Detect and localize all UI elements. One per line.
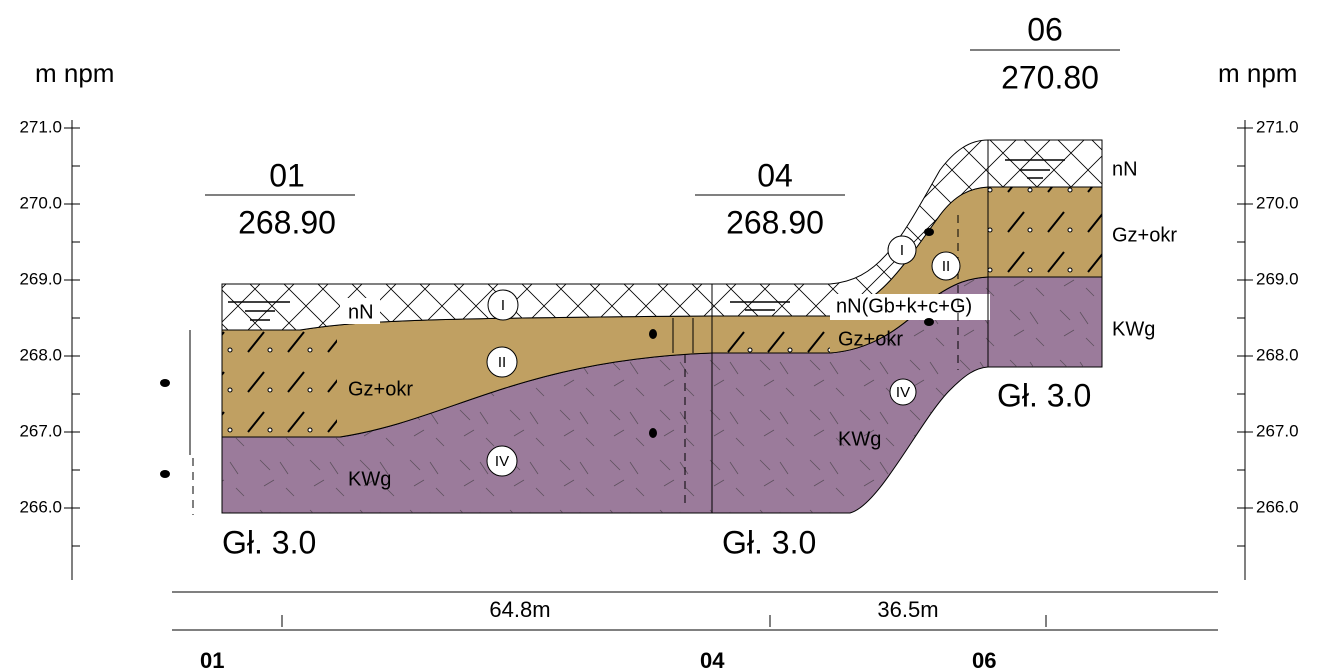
- layers: [160, 139, 1144, 515]
- borehole-id: 06: [1027, 11, 1063, 47]
- tick: 267.0: [19, 421, 62, 440]
- nn-label-bg: [1104, 155, 1144, 185]
- layer-number: IV: [495, 453, 509, 470]
- depth: Gł. 3.0: [722, 524, 816, 560]
- markers: [189, 318, 694, 455]
- water-level: [228, 159, 1065, 321]
- tick: 268.0: [19, 345, 62, 364]
- kwg-pattern: [222, 277, 1102, 513]
- borehole-id: 04: [757, 157, 793, 193]
- tick: 267.0: [1256, 421, 1299, 440]
- layer-label: KWg: [838, 428, 881, 450]
- layer-number: I: [501, 297, 505, 314]
- column-lines: [221, 140, 1103, 513]
- water-dots: [160, 228, 934, 478]
- borehole-elevation: 268.90: [726, 204, 824, 240]
- layer-label: Gz+okr: [348, 378, 413, 400]
- layer-label: nN: [348, 301, 374, 323]
- station: 06: [972, 648, 996, 670]
- distance: 36.5m: [877, 597, 938, 622]
- depth: Gł. 3.0: [222, 524, 316, 560]
- layer-number: I: [900, 242, 904, 259]
- layer-number: II: [498, 354, 506, 371]
- layer-label: Gz+okr: [838, 328, 903, 350]
- tick: 269.0: [1256, 269, 1299, 288]
- tick: 266.0: [19, 497, 62, 516]
- nn-label-bg: [340, 298, 380, 324]
- markers-dashed: [192, 215, 959, 515]
- depth: Gł. 3.0: [997, 377, 1091, 413]
- nn-label-bg: [830, 294, 990, 320]
- borehole-id: 01: [269, 157, 305, 193]
- borehole-elevation: 270.80: [1001, 59, 1099, 95]
- tick: 266.0: [1256, 497, 1299, 516]
- tick: 269.0: [19, 269, 62, 288]
- layer-label: nN: [1112, 158, 1138, 180]
- axes: [64, 49, 1253, 631]
- layer-number: IV: [896, 384, 910, 401]
- layer-label: nN(Gb+k+c+G): [836, 295, 972, 317]
- tick: 270.0: [1256, 193, 1299, 212]
- layer-number: II: [942, 258, 950, 275]
- gz-hatch-01: [222, 330, 337, 437]
- gz-hatch-06: [988, 187, 1102, 277]
- nn-layer: [221, 139, 1103, 331]
- unit-left: m npm: [35, 58, 114, 88]
- layer-label: KWg: [1112, 318, 1155, 340]
- station: 01: [200, 648, 224, 670]
- layer-label: Gz+okr: [1112, 224, 1177, 246]
- distance: 64.8m: [489, 597, 550, 622]
- unit-right: m npm: [1218, 58, 1297, 88]
- station: 04: [700, 648, 725, 670]
- tick: 271.0: [19, 117, 62, 136]
- layer-label: KWg: [348, 468, 391, 490]
- gz-hatch-04: [712, 316, 830, 353]
- tick: 271.0: [1256, 117, 1299, 136]
- tick: 270.0: [19, 193, 62, 212]
- tick: 268.0: [1256, 345, 1299, 364]
- borehole-elevation: 268.90: [238, 204, 336, 240]
- text: m npm m npm 271.0 270.0 269.0 268.0 267.…: [19, 11, 1298, 670]
